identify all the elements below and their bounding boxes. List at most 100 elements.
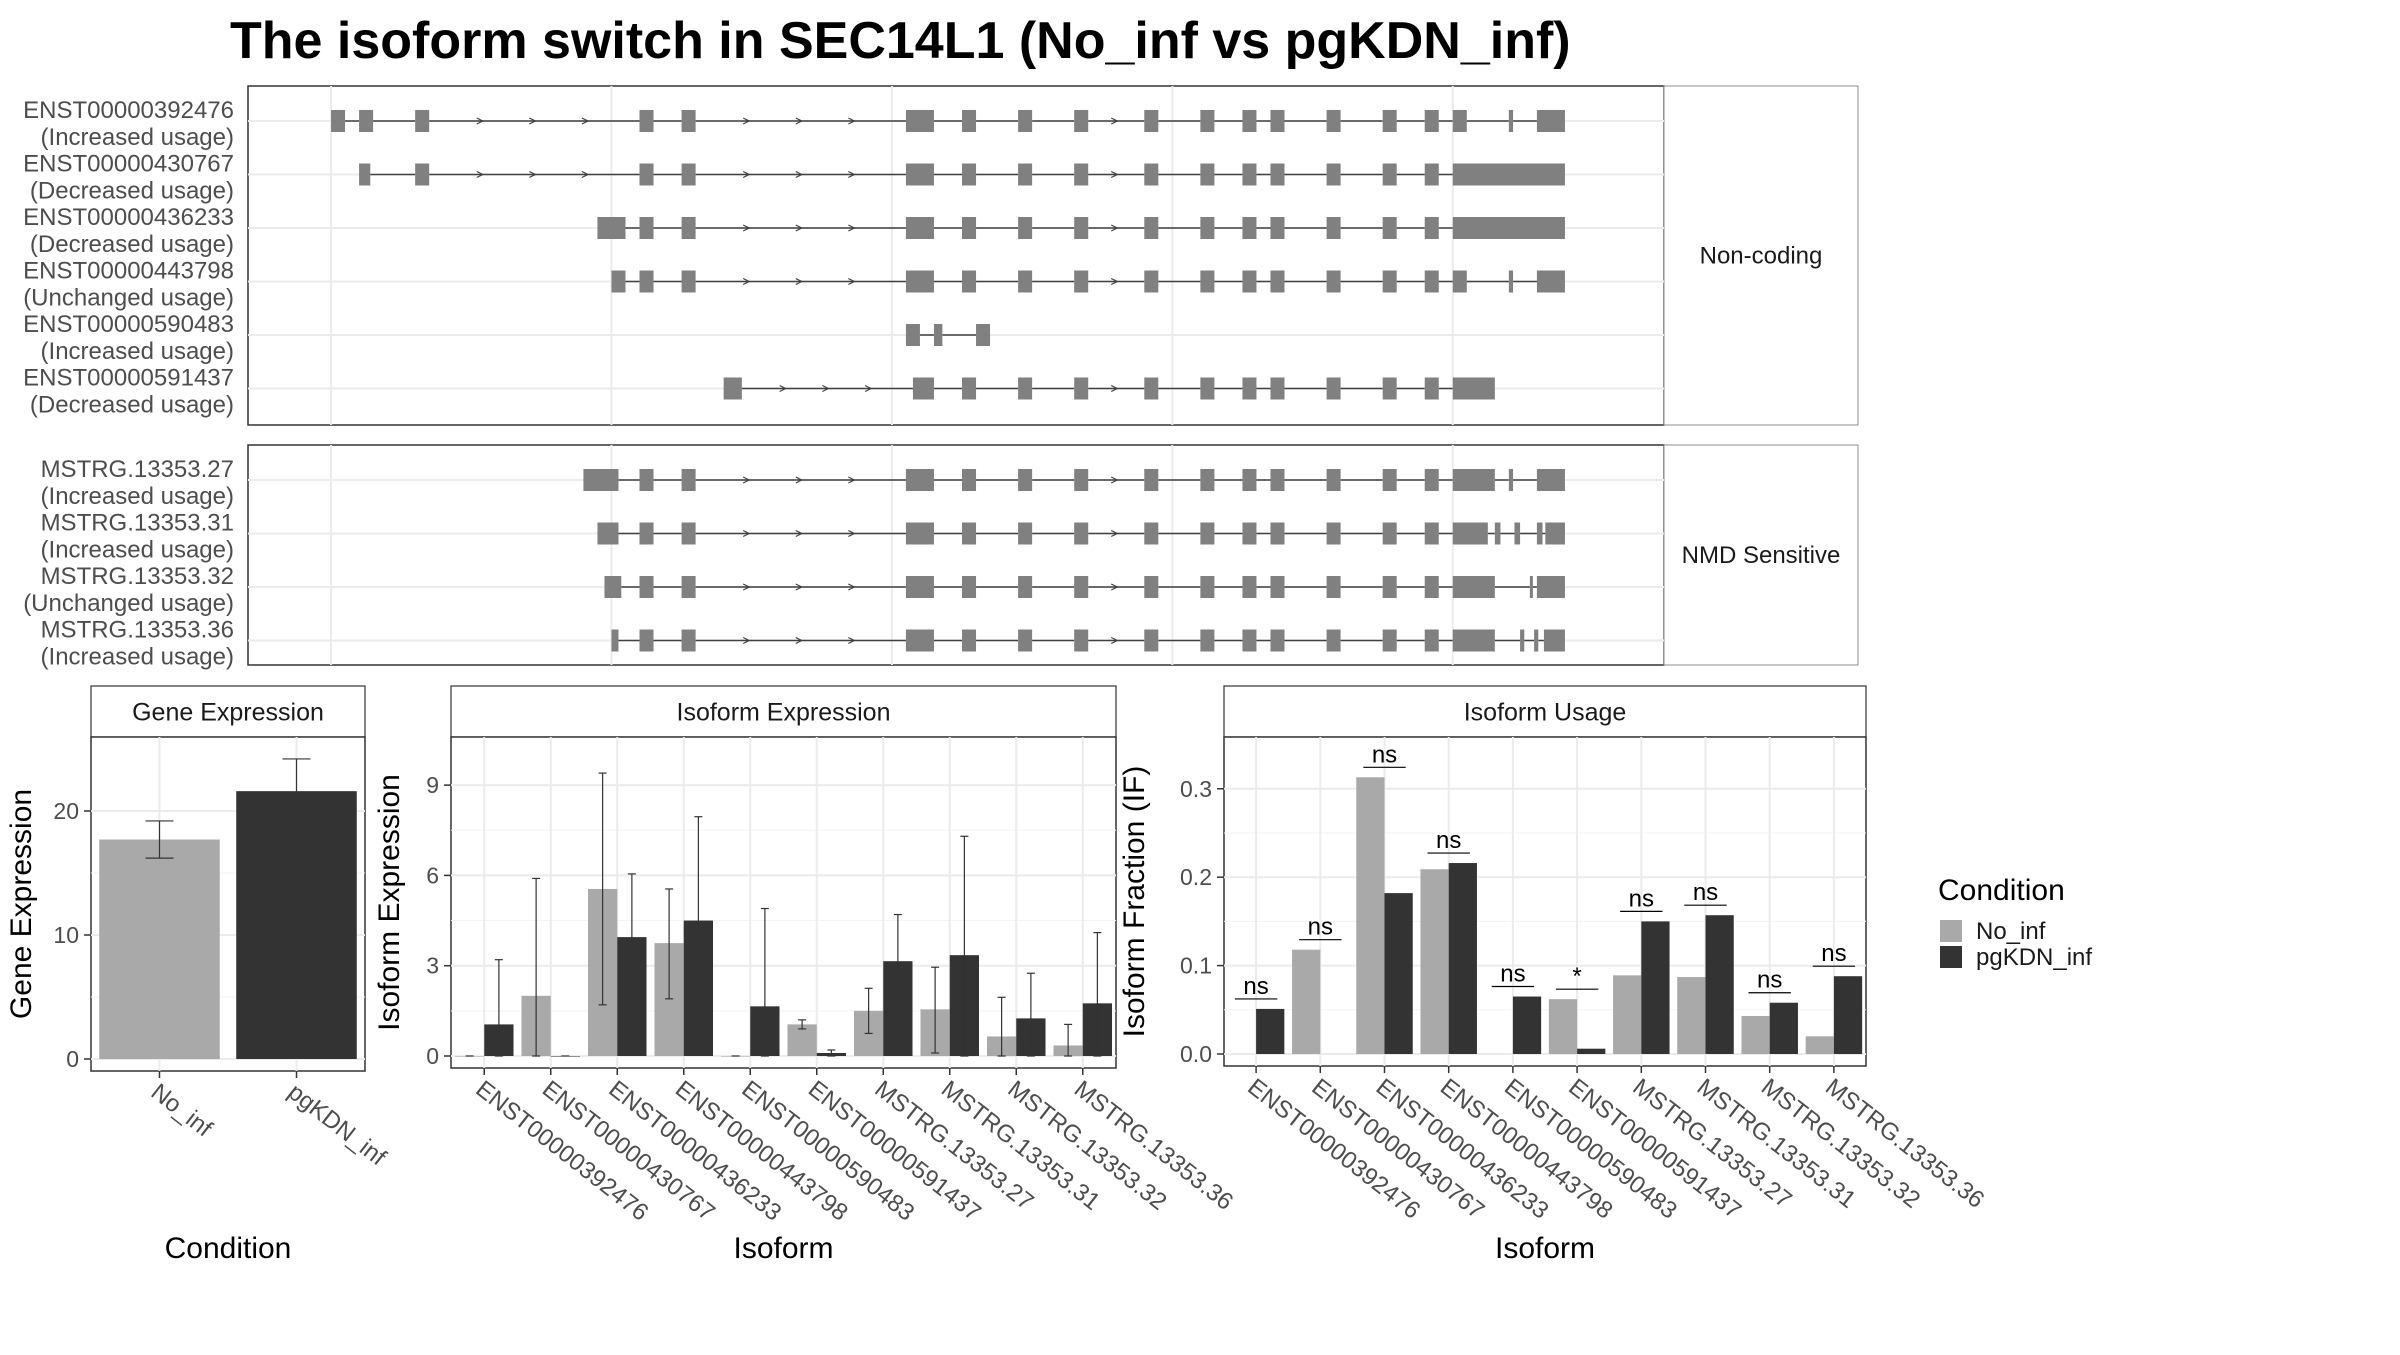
bar-No_inf [99,839,220,1059]
structure-panel-frame [247,85,1665,426]
exon-block [1545,522,1565,545]
intron-direction-arrow [1110,583,1119,591]
exon-block [1144,522,1159,545]
exon-block [1326,377,1341,400]
bar-pgKDN_inf [236,791,357,1059]
exon-block [1074,469,1089,491]
exon-block [1270,270,1285,293]
bar-pgKDN_inf [1769,1002,1798,1054]
exon-block [1326,110,1341,132]
exon-block [962,576,977,598]
exon-block [1452,217,1565,239]
intron-direction-arrow [742,583,751,591]
y-tick-label: 3 [426,953,439,979]
figure-title: The isoform switch in SEC14L1 (No_inf vs… [230,12,1571,70]
exon-block [1514,522,1521,545]
exon-block [1144,163,1159,186]
exon-block [1508,110,1514,132]
structure-group-label: NMD Sensitive [1682,542,1841,569]
structure-strip [1663,85,1859,426]
y-axis-title: Gene Expression [5,789,38,1019]
exon-block [1200,469,1215,491]
exon-block [1326,163,1341,186]
exon-block [1424,522,1439,545]
exon-block [639,270,654,293]
panel-strip-title: Gene Expression [132,699,324,727]
exon-block [962,522,977,545]
isoform-status-label: (Increased usage) [41,537,234,564]
x-axis-title: Isoform [733,1232,833,1265]
exon-block [1242,522,1257,545]
intron-direction-arrow [795,476,804,484]
intron-direction-arrow [581,117,590,125]
exon-block [1382,469,1397,491]
intron-direction-arrow [795,170,804,179]
exon-block [905,110,934,132]
bar-No_inf [1356,777,1385,1054]
bar-pgKDN_inf [1512,996,1542,1054]
exon-block [962,110,977,132]
exon-block [1536,270,1565,293]
intron-direction-arrow [848,583,856,591]
significance-label: ns [1821,940,1846,967]
exon-block [1074,110,1089,132]
intron-direction-arrow [795,583,804,591]
exon-block [1200,163,1215,186]
bar-No_inf [1805,1036,1834,1054]
bar-No_inf [787,1024,817,1056]
y-axis-title: Isoform Fraction (IF) [1118,766,1151,1038]
intron-direction-arrow [779,384,787,393]
exon-block [1074,217,1089,239]
significance-label: ns [1372,741,1397,768]
intron-direction-arrow [1110,170,1119,179]
intron-direction-arrow [822,384,830,393]
bar-No_inf [1548,999,1578,1054]
exon-block [1144,469,1159,491]
exon-block [905,522,934,545]
exon-block [1074,576,1089,598]
bar-pgKDN_inf [1641,921,1670,1054]
exon-block [905,270,934,293]
exon-block [1144,110,1159,132]
exon-block [639,163,654,186]
exon-block [905,469,934,491]
structure-panel-frame [247,444,1665,666]
exon-block [1424,163,1439,186]
significance-label: ns [1436,827,1461,854]
exon-block [681,217,696,239]
exon-block [1424,629,1439,652]
legend-swatch-pgKDN_inf [1940,946,1962,968]
exon-block [1270,629,1285,652]
y-tick-label: 0.1 [1180,953,1212,979]
intron-direction-arrow [742,636,751,645]
intron-direction-arrow [742,476,751,484]
intron-direction-arrow [1110,529,1119,538]
exon-block [1326,217,1341,239]
isoform-status-label: (Increased usage) [41,124,234,151]
bar-pgKDN_inf [1384,893,1413,1054]
intron-direction-arrow [848,170,856,179]
isoform-usage-panel: Isoform Usage0.00.10.20.3ENST00000392476… [1118,685,1989,1265]
isoform-status-label: (Unchanged usage) [23,285,234,312]
exon-block [639,217,654,239]
x-tick-label: pgKDN_inf [283,1078,391,1171]
y-tick-label: 6 [426,862,439,888]
exon-block [1242,163,1257,186]
significance-label: ns [1693,879,1718,906]
intron-direction-arrow [848,636,856,645]
intron-direction-arrow [1110,117,1119,125]
exon-block [962,469,977,491]
exon-block [1382,270,1397,293]
exon-block [639,110,654,132]
exon-block [681,576,696,598]
x-axis-title: Isoform [1495,1232,1595,1265]
exon-block [604,576,622,598]
exon-block [1270,217,1285,239]
exon-block [1508,469,1514,491]
exon-block [681,270,696,293]
exon-block [681,629,696,652]
exon-block [1424,469,1439,491]
bar-pgKDN_inf [1705,915,1734,1054]
